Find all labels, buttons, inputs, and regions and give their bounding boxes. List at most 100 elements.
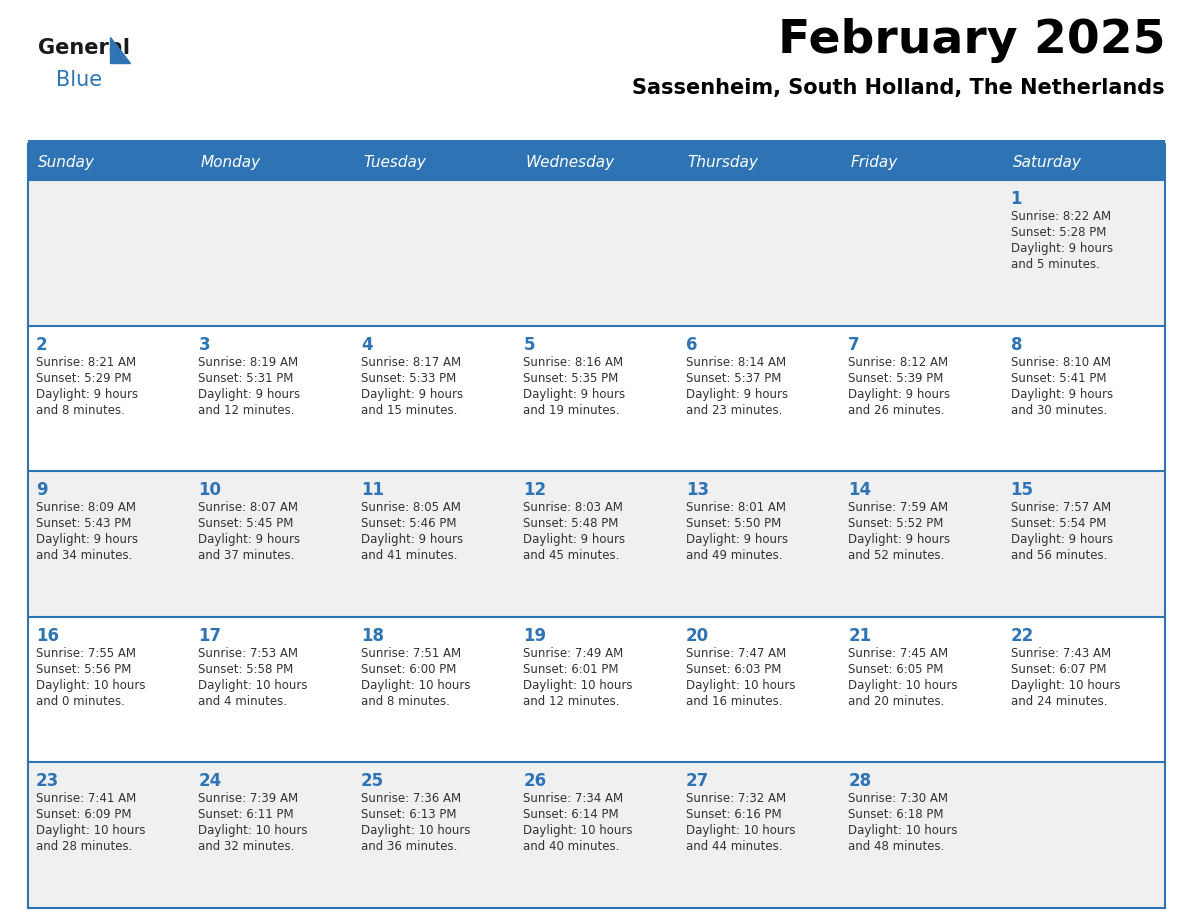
Text: Sunset: 6:14 PM: Sunset: 6:14 PM	[523, 809, 619, 822]
Text: Daylight: 10 hours: Daylight: 10 hours	[361, 824, 470, 837]
Text: Daylight: 10 hours: Daylight: 10 hours	[848, 824, 958, 837]
Text: and 19 minutes.: and 19 minutes.	[523, 404, 620, 417]
Text: and 8 minutes.: and 8 minutes.	[36, 404, 125, 417]
Text: 6: 6	[685, 336, 697, 353]
Text: Sunset: 5:37 PM: Sunset: 5:37 PM	[685, 372, 781, 385]
Text: Sunrise: 7:55 AM: Sunrise: 7:55 AM	[36, 647, 135, 660]
Text: Daylight: 9 hours: Daylight: 9 hours	[1011, 387, 1113, 400]
Bar	[1003, 144, 1165, 180]
Text: 24: 24	[198, 772, 222, 790]
Text: and 26 minutes.: and 26 minutes.	[848, 404, 944, 417]
Text: 16: 16	[36, 627, 59, 644]
Text: Sunset: 5:39 PM: Sunset: 5:39 PM	[848, 372, 943, 385]
Text: and 12 minutes.: and 12 minutes.	[198, 404, 295, 417]
Text: and 45 minutes.: and 45 minutes.	[523, 549, 620, 562]
Text: Sunset: 5:28 PM: Sunset: 5:28 PM	[1011, 226, 1106, 239]
Text: Daylight: 10 hours: Daylight: 10 hours	[36, 824, 145, 837]
Text: Tuesday: Tuesday	[362, 154, 425, 170]
Text: Sunrise: 8:14 AM: Sunrise: 8:14 AM	[685, 355, 785, 369]
Text: Sunrise: 7:43 AM: Sunrise: 7:43 AM	[1011, 647, 1111, 660]
Text: February 2025: February 2025	[777, 18, 1165, 63]
Text: 20: 20	[685, 627, 709, 644]
Text: and 49 minutes.: and 49 minutes.	[685, 549, 782, 562]
Text: and 41 minutes.: and 41 minutes.	[361, 549, 457, 562]
Text: Sunrise: 7:34 AM: Sunrise: 7:34 AM	[523, 792, 624, 805]
Text: and 12 minutes.: and 12 minutes.	[523, 695, 620, 708]
Text: Sunset: 5:54 PM: Sunset: 5:54 PM	[1011, 517, 1106, 531]
Text: Sunset: 5:50 PM: Sunset: 5:50 PM	[685, 517, 781, 531]
Text: Sunrise: 7:53 AM: Sunrise: 7:53 AM	[198, 647, 298, 660]
Text: Sunset: 5:35 PM: Sunset: 5:35 PM	[523, 372, 619, 385]
Text: and 0 minutes.: and 0 minutes.	[36, 695, 125, 708]
Text: and 32 minutes.: and 32 minutes.	[198, 840, 295, 854]
Text: 7: 7	[848, 336, 860, 353]
Text: 22: 22	[1011, 627, 1034, 644]
Text: Sunrise: 7:59 AM: Sunrise: 7:59 AM	[848, 501, 948, 514]
Text: 27: 27	[685, 772, 709, 790]
Text: Friday: Friday	[851, 154, 897, 170]
Text: Daylight: 9 hours: Daylight: 9 hours	[1011, 533, 1113, 546]
Text: General: General	[38, 38, 129, 58]
Text: Blue: Blue	[56, 70, 102, 90]
Bar	[29, 763, 1165, 908]
Text: 14: 14	[848, 481, 871, 499]
Text: Sunrise: 7:32 AM: Sunrise: 7:32 AM	[685, 792, 785, 805]
Text: Daylight: 9 hours: Daylight: 9 hours	[848, 533, 950, 546]
Bar	[29, 471, 1165, 617]
Text: Sunset: 6:03 PM: Sunset: 6:03 PM	[685, 663, 781, 676]
Text: Daylight: 10 hours: Daylight: 10 hours	[198, 824, 308, 837]
Text: 21: 21	[848, 627, 871, 644]
Text: Sunrise: 7:57 AM: Sunrise: 7:57 AM	[1011, 501, 1111, 514]
Text: Sunset: 5:29 PM: Sunset: 5:29 PM	[36, 372, 132, 385]
Bar	[29, 617, 1165, 763]
Text: and 15 minutes.: and 15 minutes.	[361, 404, 457, 417]
Text: Sunset: 5:31 PM: Sunset: 5:31 PM	[198, 372, 293, 385]
Text: Sunrise: 8:16 AM: Sunrise: 8:16 AM	[523, 355, 624, 369]
Text: Daylight: 10 hours: Daylight: 10 hours	[848, 678, 958, 692]
Text: Sunset: 5:46 PM: Sunset: 5:46 PM	[361, 517, 456, 531]
Text: Sunset: 6:05 PM: Sunset: 6:05 PM	[848, 663, 943, 676]
Text: and 23 minutes.: and 23 minutes.	[685, 404, 782, 417]
Text: Daylight: 10 hours: Daylight: 10 hours	[36, 678, 145, 692]
Text: 23: 23	[36, 772, 59, 790]
Polygon shape	[110, 37, 129, 63]
Text: Daylight: 10 hours: Daylight: 10 hours	[1011, 678, 1120, 692]
Text: Daylight: 9 hours: Daylight: 9 hours	[361, 533, 463, 546]
Text: Sunday: Sunday	[38, 154, 95, 170]
Bar	[840, 144, 1003, 180]
Text: Sunrise: 8:03 AM: Sunrise: 8:03 AM	[523, 501, 624, 514]
Text: Sunrise: 8:19 AM: Sunrise: 8:19 AM	[198, 355, 298, 369]
Text: and 8 minutes.: and 8 minutes.	[361, 695, 450, 708]
Text: Daylight: 10 hours: Daylight: 10 hours	[523, 678, 633, 692]
Text: and 52 minutes.: and 52 minutes.	[848, 549, 944, 562]
Text: Daylight: 10 hours: Daylight: 10 hours	[685, 678, 795, 692]
Text: and 56 minutes.: and 56 minutes.	[1011, 549, 1107, 562]
Text: and 37 minutes.: and 37 minutes.	[198, 549, 295, 562]
Text: and 24 minutes.: and 24 minutes.	[1011, 695, 1107, 708]
Text: 18: 18	[361, 627, 384, 644]
Text: Sassenheim, South Holland, The Netherlands: Sassenheim, South Holland, The Netherlan…	[632, 78, 1165, 98]
Text: and 44 minutes.: and 44 minutes.	[685, 840, 782, 854]
Text: Sunset: 5:58 PM: Sunset: 5:58 PM	[198, 663, 293, 676]
Text: and 16 minutes.: and 16 minutes.	[685, 695, 782, 708]
Text: Sunrise: 7:51 AM: Sunrise: 7:51 AM	[361, 647, 461, 660]
Bar	[677, 144, 840, 180]
Text: 15: 15	[1011, 481, 1034, 499]
Text: Daylight: 9 hours: Daylight: 9 hours	[36, 387, 138, 400]
Text: Daylight: 10 hours: Daylight: 10 hours	[523, 824, 633, 837]
Text: Sunrise: 7:39 AM: Sunrise: 7:39 AM	[198, 792, 298, 805]
Text: Daylight: 9 hours: Daylight: 9 hours	[198, 387, 301, 400]
Text: Daylight: 9 hours: Daylight: 9 hours	[198, 533, 301, 546]
Text: and 40 minutes.: and 40 minutes.	[523, 840, 620, 854]
Text: and 5 minutes.: and 5 minutes.	[1011, 258, 1099, 271]
Text: 28: 28	[848, 772, 871, 790]
Text: Sunrise: 8:12 AM: Sunrise: 8:12 AM	[848, 355, 948, 369]
Bar	[29, 326, 1165, 471]
Text: 11: 11	[361, 481, 384, 499]
Text: Daylight: 9 hours: Daylight: 9 hours	[685, 387, 788, 400]
Text: and 48 minutes.: and 48 minutes.	[848, 840, 944, 854]
Text: Sunrise: 7:30 AM: Sunrise: 7:30 AM	[848, 792, 948, 805]
Text: Sunset: 6:07 PM: Sunset: 6:07 PM	[1011, 663, 1106, 676]
Text: Wednesday: Wednesday	[525, 154, 614, 170]
Text: Saturday: Saturday	[1012, 154, 1081, 170]
